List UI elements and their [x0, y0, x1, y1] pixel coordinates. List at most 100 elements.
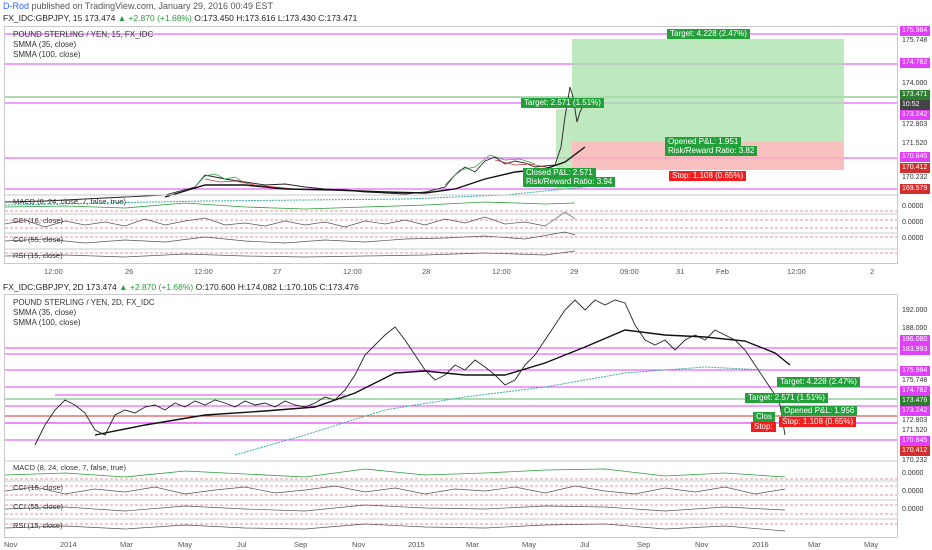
top-change: +2.870 (+1.68%)	[128, 13, 192, 23]
top-chart-svg	[5, 33, 897, 258]
top-target-long[interactable]: Target: 4.228 (2.47%)	[667, 29, 750, 39]
bottom-price-tag: 170.845	[900, 436, 930, 446]
top-price-tag: 174.782	[900, 58, 930, 68]
bottom-rsi-label: RSI (15, close)	[13, 521, 63, 530]
top-macd-zero: 0.0000	[902, 203, 924, 210]
bottom-time-label: Mar	[466, 540, 479, 549]
top-price-tag: 169.579	[900, 184, 930, 194]
published-text: published on TradingView.com, January 29…	[31, 1, 274, 11]
bottom-time-label: Mar	[120, 540, 133, 549]
top-time-label: 26	[125, 267, 134, 276]
bottom-price-tag: 173.476	[900, 396, 930, 406]
bottom-last: 173.474	[86, 282, 117, 292]
top-opened-pnl[interactable]: Opened P&L: 1.951	[665, 137, 742, 147]
bottom-target-long[interactable]: Target: 4.228 (2.47%)	[777, 377, 860, 387]
top-time-label: 12:00	[343, 267, 362, 276]
bottom-change: +2.870 (+1.68%)	[129, 282, 194, 292]
bottom-opened-pnl[interactable]: Opened P&L: 1.956	[781, 406, 858, 416]
bottom-open: O:170.600	[195, 282, 236, 292]
top-time-label: 27	[273, 267, 282, 276]
bottom-stop[interactable]: Stop: 1.108 (0.65%)	[779, 417, 857, 427]
bottom-price-tag: 174.782	[900, 386, 930, 396]
bottom-up-arrow-icon: ▲	[119, 282, 128, 292]
bottom-time-label: Jul	[237, 540, 247, 549]
bottom-time-label: Mar	[808, 540, 821, 549]
bottom-price-tag: 192.000	[900, 306, 930, 316]
top-closed-pnl[interactable]: Closed P&L: 2.571	[523, 168, 596, 178]
bottom-price-tag: 171.520	[900, 426, 930, 436]
bottom-price-tag: 183.993	[900, 345, 930, 355]
bottom-price-tag: 173.242	[900, 406, 930, 416]
top-rr-ratio-closed[interactable]: Risk/Reward Ratio: 3.94	[523, 177, 616, 187]
bottom-cci55-label: CCI (55, close)	[13, 502, 64, 511]
bottom-legend-smma100: SMMA (100, close)	[13, 318, 81, 327]
bottom-price-tag: 175.984	[900, 366, 930, 376]
top-price-tag: 170.845	[900, 152, 930, 162]
top-legend-symbol: POUND STERLING / YEN, 15, FX_IDC	[13, 30, 154, 39]
top-rsi-label: RSI (15, close)	[13, 251, 63, 260]
bottom-price-tag: 172.803	[900, 416, 930, 426]
top-time-label: 12:00	[492, 267, 511, 276]
top-price-tag: 174.000	[900, 79, 930, 89]
bottom-macd-label: MACD (8, 24, close, 7, false, true)	[13, 463, 126, 472]
top-time-label: 28	[422, 267, 431, 276]
top-price-tag: 173.242	[900, 110, 930, 120]
publish-header: D-Rod published on TradingView.com, Janu…	[0, 0, 932, 12]
bottom-chart-svg	[5, 299, 897, 532]
bottom-chart-area[interactable]: POUND STERLING / YEN, 2D, FX_IDC SMMA (3…	[4, 294, 898, 538]
bottom-closed-pnl-partial[interactable]: Clos	[753, 412, 776, 422]
top-low: L:173.430	[277, 13, 316, 23]
bottom-price-tag: 170.412	[900, 446, 930, 456]
top-price-tag: 171.520	[900, 139, 930, 149]
bottom-time-label: Nov	[4, 540, 18, 549]
bottom-legend-smma35: SMMA (35, close)	[13, 308, 77, 317]
top-time-label: 12:00	[194, 267, 213, 276]
bottom-time-label: 2014	[60, 540, 77, 549]
author-link[interactable]: D-Rod	[3, 1, 30, 11]
bottom-symbol-line: FX_IDC:GBPJPY, 2D 173.474 ▲ +2.870 (+1.6…	[0, 281, 932, 293]
bottom-price-tag: 188.000	[900, 324, 930, 334]
top-legend: POUND STERLING / YEN, 15, FX_IDC SMMA (3…	[13, 30, 153, 60]
top-rr-ratio-open[interactable]: Risk/Reward Ratio: 3.82	[665, 146, 758, 156]
top-price-tag: 175.748	[900, 36, 930, 46]
top-price-tag: 170.232	[900, 173, 930, 183]
bottom-macd-zero: 0.0000	[902, 470, 924, 477]
bottom-time-label: 2016	[752, 540, 769, 549]
top-symbol: FX_IDC:GBPJPY, 15	[3, 13, 83, 23]
top-target-short[interactable]: Target: 2.571 (1.51%)	[521, 98, 604, 108]
top-legend-smma100: SMMA (100, close)	[13, 50, 81, 59]
bottom-legend-symbol: POUND STERLING / YEN, 2D, FX_IDC	[13, 298, 155, 307]
bottom-high: H:174.082	[237, 282, 277, 292]
top-time-label: 29	[570, 267, 579, 276]
top-time-label: 2	[870, 267, 875, 276]
top-time-label: 31	[676, 267, 685, 276]
bottom-stop-partial[interactable]: Stop:	[751, 422, 776, 432]
top-stop[interactable]: Stop: 1.108 (0.65%)	[669, 171, 747, 181]
top-last: 173.474	[84, 13, 116, 23]
top-time-label: 09:00	[620, 267, 639, 276]
top-high: H:173.616	[236, 13, 276, 23]
bottom-time-label: May	[522, 540, 537, 549]
top-time-label: 12:00	[787, 267, 806, 276]
top-price-tag: 172.803	[900, 120, 930, 130]
bottom-cci16-zero: 0.0000	[902, 488, 924, 495]
bottom-price-tag: 175.748	[900, 376, 930, 386]
top-up-arrow-icon: ▲	[117, 13, 127, 23]
top-time-label: Feb	[716, 267, 729, 276]
bottom-legend: POUND STERLING / YEN, 2D, FX_IDC SMMA (3…	[13, 298, 155, 328]
top-time-label: 12:00	[44, 267, 63, 276]
bottom-cci16-label: CCI (16, close)	[13, 483, 64, 492]
bottom-time-label: Sep	[637, 540, 651, 549]
bottom-time-label: Nov	[695, 540, 709, 549]
top-price-tag: 175.984	[900, 26, 930, 36]
top-price-tag: 173.471	[900, 90, 930, 100]
bottom-price-tag: 186.080	[900, 335, 930, 345]
top-open: O:173.450	[194, 13, 234, 23]
top-candles	[5, 86, 586, 203]
bottom-target-short[interactable]: Target: 2.571 (1.51%)	[745, 393, 828, 403]
bottom-time-label: Sep	[294, 540, 308, 549]
bottom-time-label: Jul	[580, 540, 590, 549]
bottom-close: C:173.476	[319, 282, 359, 292]
bottom-cci55-zero: 0.0000	[902, 506, 924, 513]
top-chart-area[interactable]: POUND STERLING / YEN, 15, FX_IDC SMMA (3…	[4, 26, 898, 264]
